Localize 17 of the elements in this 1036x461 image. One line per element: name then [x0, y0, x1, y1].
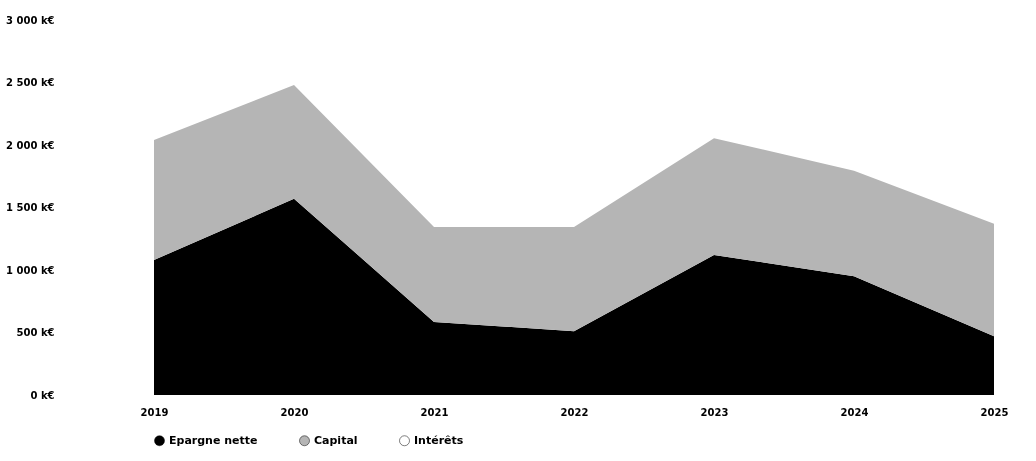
y-tick-label: 2 500 k€	[6, 77, 55, 88]
legend-label: Intérêts	[414, 433, 464, 447]
legend-label: Epargne nette	[169, 433, 258, 447]
x-tick-label: 2023	[700, 406, 729, 418]
y-tick-label: 3 000 k€	[6, 14, 55, 26]
x-tick-label: 2025	[980, 406, 1009, 418]
x-tick-label: 2022	[560, 406, 589, 418]
x-tick-label: 2024	[840, 406, 869, 418]
x-tick-label: 2020	[280, 406, 309, 418]
y-tick-label: 0 k€	[30, 389, 55, 401]
y-tick-label: 500 k€	[16, 327, 55, 338]
legend-label: Capital	[314, 433, 358, 447]
y-tick-label: 1 000 k€	[6, 264, 55, 276]
x-tick-label: 2019	[140, 406, 169, 418]
y-tick-label: 1 500 k€	[6, 202, 55, 213]
y-tick-label: 2 000 k€	[6, 139, 55, 151]
x-tick-label: 2021	[420, 406, 449, 418]
